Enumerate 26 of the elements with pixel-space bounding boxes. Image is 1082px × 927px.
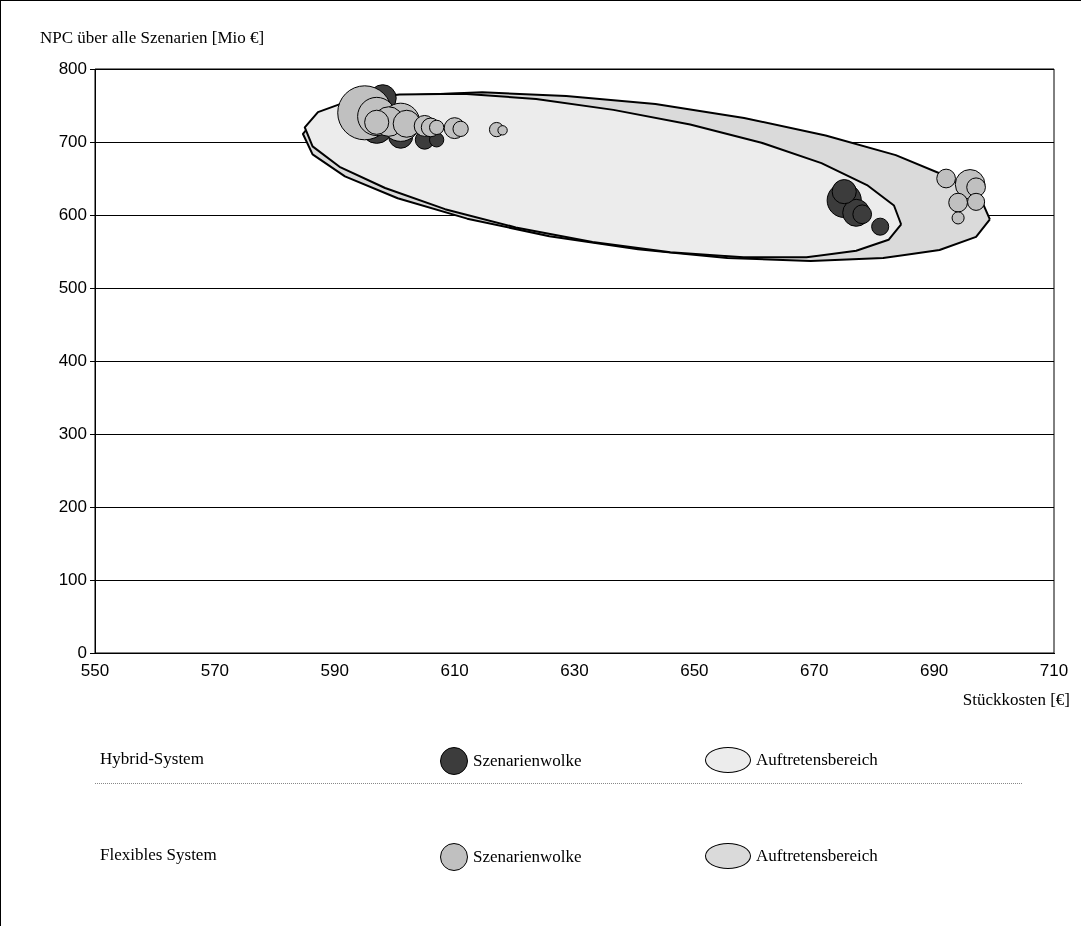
y-tick-label: 200 (58, 496, 87, 516)
x-tick-label: 670 (800, 660, 829, 680)
legend-label: Szenarienwolke (473, 847, 582, 867)
x-tick-label: 630 (560, 660, 589, 680)
y-tick-label: 0 (77, 642, 87, 662)
x-tick-label: 590 (320, 660, 349, 680)
y-tick-label: 600 (58, 204, 87, 224)
x-axis-title: Stückkosten [€] (962, 690, 1070, 710)
text: Hybrid-System (100, 749, 204, 769)
x-tick-label: 550 (80, 660, 110, 680)
legend-label: Szenarienwolke (473, 751, 582, 771)
y-tick-label: 300 (58, 423, 87, 443)
legend-label: Auftretensbereich (756, 750, 878, 770)
y-tick-label: 800 (58, 58, 87, 78)
y-tick-label: 400 (58, 350, 87, 370)
x-tick-label: 570 (200, 660, 230, 680)
y-tick-label: 700 (58, 131, 87, 151)
x-tick-label: 710 (1039, 660, 1069, 680)
x-tick-label: 650 (680, 660, 709, 680)
y-tick-label: 100 (58, 569, 87, 589)
y-tick-label: 500 (58, 277, 87, 297)
text: Flexibles System (100, 845, 217, 865)
y-axis-title: NPC über alle Szenarien [Mio €] (40, 28, 265, 48)
legend-label: Auftretensbereich (756, 846, 878, 866)
x-tick-label: 610 (440, 660, 469, 680)
x-tick-label: 690 (919, 660, 949, 680)
